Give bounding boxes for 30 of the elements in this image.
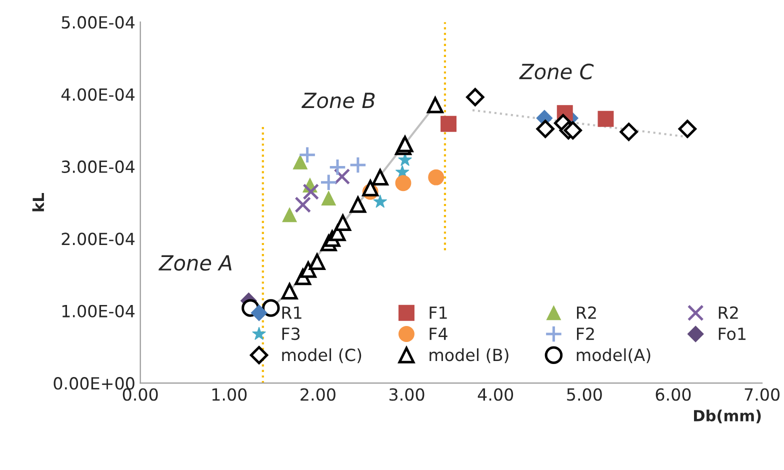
legend-label: R1 xyxy=(282,306,302,319)
y-tick-label: 1.00E-04 xyxy=(62,304,135,318)
x-tick-label: 2.00 xyxy=(300,388,336,401)
legend-label: F3 xyxy=(282,327,300,340)
x-tick-label: 3.00 xyxy=(390,388,424,401)
legend-label: F4 xyxy=(430,328,448,340)
legend-label: F1 xyxy=(430,306,447,319)
annotation: Zone C xyxy=(519,64,594,80)
y-tick-label: 2.00E-04 xyxy=(62,232,135,246)
legend-label: F2 xyxy=(577,327,594,340)
y-tick-label: 3.00E-04 xyxy=(62,160,135,174)
legend-label: model(A) xyxy=(576,348,650,364)
y-tick-label: 0.00E+00 xyxy=(54,377,134,390)
legend-label: model (B) xyxy=(430,348,508,364)
annotation: Zone B xyxy=(302,92,375,108)
x-tick-label: 0.00 xyxy=(122,388,158,401)
x-tick-label: 5.00 xyxy=(567,388,602,401)
y-axis-title: kL xyxy=(32,193,44,212)
legend-label: R2 xyxy=(718,306,738,319)
legend-label: R2 xyxy=(577,306,596,319)
x-tick-label: 7.00 xyxy=(744,388,780,401)
x-tick-label: 1.00 xyxy=(212,388,247,401)
x-tick-label: 4.00 xyxy=(478,388,514,401)
legend-label: Fo1 xyxy=(718,328,746,340)
legend-label: model (C) xyxy=(282,348,362,364)
annotation: Zone A xyxy=(158,255,232,271)
y-tick-label: 4.00E-04 xyxy=(61,88,135,101)
x-axis-title: Db(mm) xyxy=(694,410,761,424)
x-tick-label: 6.00 xyxy=(656,388,691,401)
y-tick-label: 5.00E-04 xyxy=(62,16,135,29)
